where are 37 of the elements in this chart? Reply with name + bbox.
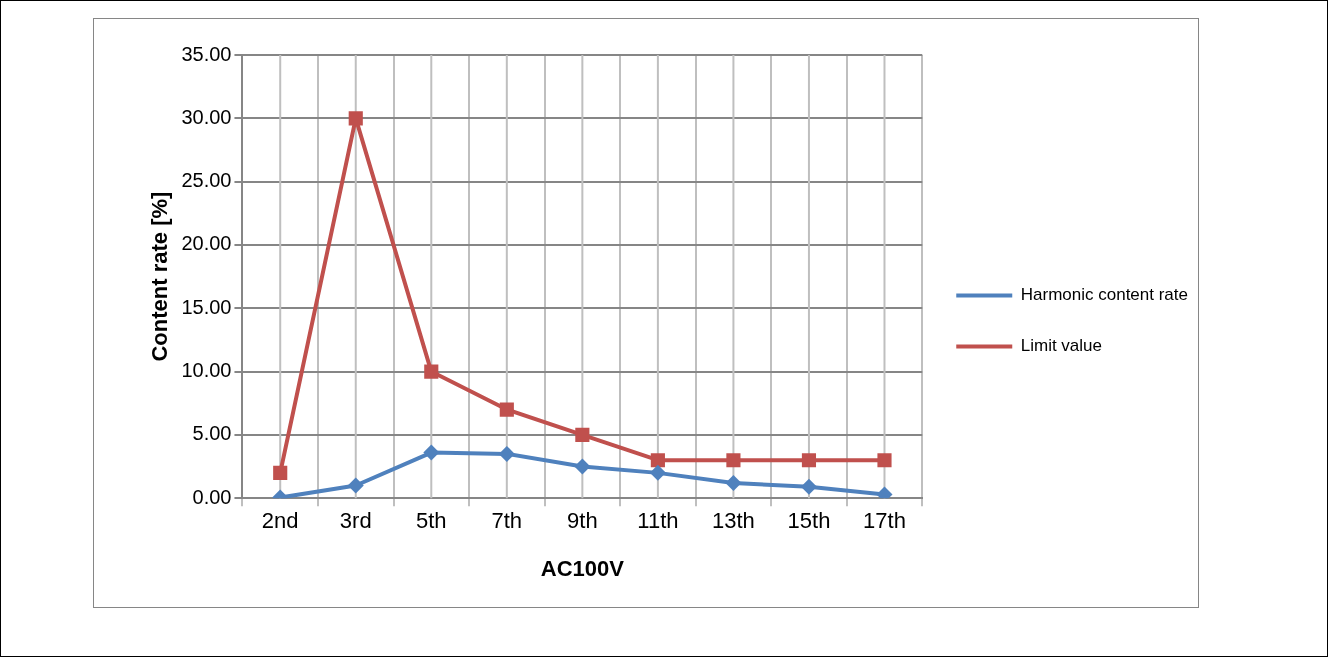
y-tick-label: 5.00 xyxy=(192,422,232,445)
x-tick-label: 13th xyxy=(712,508,755,534)
point xyxy=(575,427,590,442)
legend-label: Limit value xyxy=(1020,336,1103,356)
point xyxy=(574,458,591,475)
legend-label: Harmonic content rate xyxy=(1020,285,1189,305)
x-tick-label: 2nd xyxy=(261,508,299,534)
y-tick-label: 20.00 xyxy=(181,232,232,255)
y-tick-label: 30.00 xyxy=(181,105,232,128)
y-tick-label: 0.00 xyxy=(192,485,232,508)
y-tick-label: 15.00 xyxy=(181,295,232,318)
x-axis-title: AC100V xyxy=(540,555,625,581)
y-axis-title: Content rate [%] xyxy=(147,191,173,362)
point xyxy=(499,402,514,417)
point xyxy=(649,464,666,481)
x-tick-label: 5th xyxy=(415,508,447,534)
point xyxy=(801,453,817,468)
y-tick-label: 35.00 xyxy=(181,42,232,65)
point xyxy=(423,444,440,461)
x-tick-label: 11th xyxy=(637,508,679,534)
point xyxy=(273,465,288,480)
x-tick-label: 17th xyxy=(863,508,906,534)
y-tick-label: 25.00 xyxy=(181,169,232,192)
point xyxy=(424,364,439,379)
point xyxy=(498,445,515,462)
x-tick-label: 9th xyxy=(567,508,598,534)
point xyxy=(800,478,817,495)
point xyxy=(650,453,665,468)
y-tick-label: 10.00 xyxy=(181,359,232,382)
point xyxy=(877,453,892,468)
point xyxy=(726,453,741,468)
x-tick-label: 15th xyxy=(787,508,831,534)
point xyxy=(347,477,364,494)
x-tick-label: 3rd xyxy=(339,508,372,534)
x-tick-label: 7th xyxy=(491,508,523,534)
point xyxy=(348,111,363,126)
point xyxy=(725,475,742,492)
